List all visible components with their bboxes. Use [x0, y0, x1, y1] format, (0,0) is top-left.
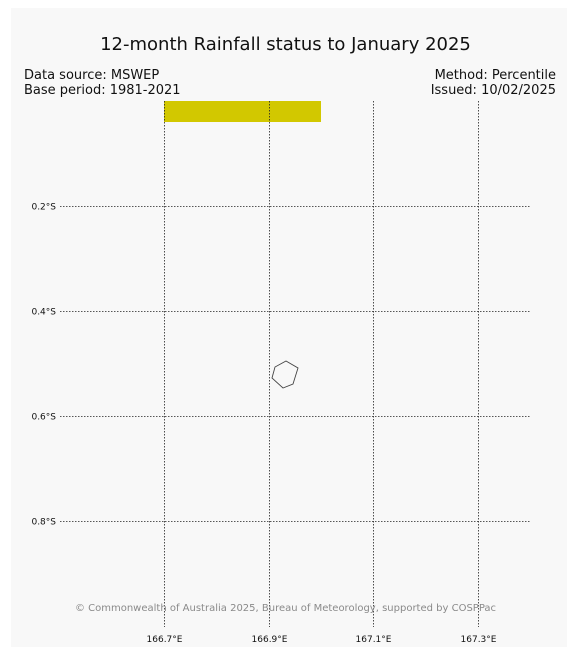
map-title: 12-month Rainfall status to January 2025	[100, 34, 471, 55]
lon-label-166-9: 166.9°E	[252, 635, 288, 645]
longitude-gridlines	[164, 101, 479, 627]
metadata-right: Method: Percentile Issued: 10/02/2025	[431, 68, 556, 98]
metadata-left: Data source: MSWEP Base period: 1981-202…	[24, 68, 181, 98]
lon-label-167-3: 167.3°E	[461, 635, 497, 645]
lat-label-0-8: 0.8°S	[31, 518, 56, 528]
lat-label-0-2: 0.2°S	[31, 203, 56, 213]
rainfall-cell	[164, 101, 321, 122]
latitude-gridlines	[60, 206, 530, 522]
base-period-label: Base period: 1981-2021	[24, 83, 181, 98]
lon-label-166-7: 166.7°E	[147, 635, 183, 645]
issued-label: Issued: 10/02/2025	[430, 83, 556, 98]
island-outline	[271, 360, 299, 389]
data-source-label: Data source: MSWEP	[24, 68, 160, 83]
copyright-credit: © Commonwealth of Australia 2025, Bureau…	[74, 603, 497, 614]
lat-label-0-4: 0.4°S	[31, 308, 56, 318]
method-label: Method: Percentile	[434, 68, 556, 83]
lat-label-0-6: 0.6°S	[31, 413, 56, 423]
lon-label-167-1: 167.1°E	[356, 635, 392, 645]
